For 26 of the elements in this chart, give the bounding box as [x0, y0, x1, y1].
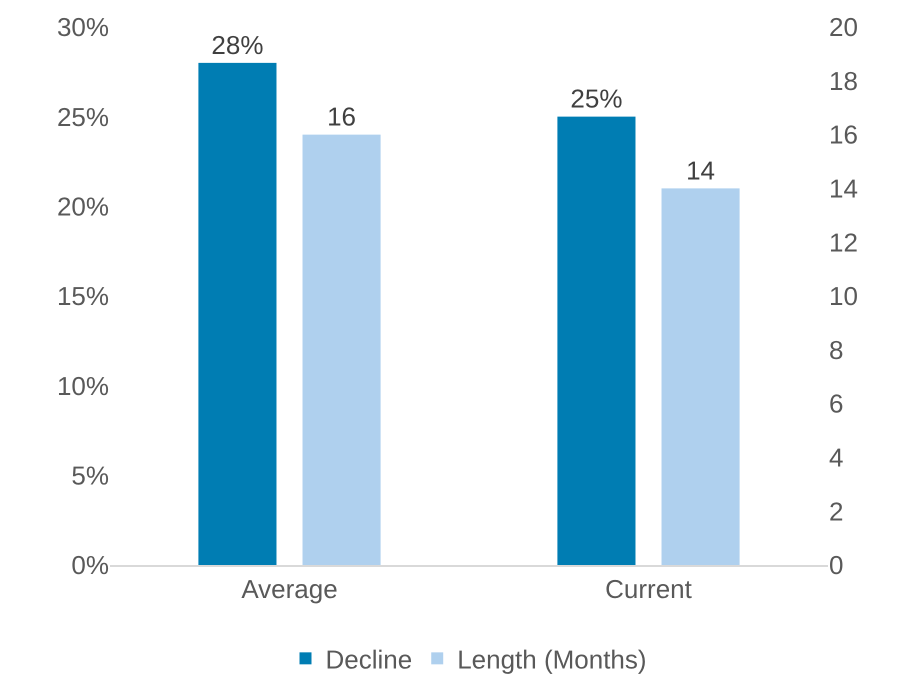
legend-label: Length (Months): [457, 644, 647, 674]
y-tick-label: 25%: [56, 102, 109, 132]
x-tick-label: Current: [605, 574, 693, 604]
data-label: 25%: [570, 84, 622, 114]
y-tick-label: 5%: [71, 460, 109, 490]
y-tick-label: 15%: [56, 281, 109, 312]
data-label: 14: [686, 155, 716, 186]
x-tick-label: Average: [241, 574, 338, 604]
y2-tick-label: 14: [829, 174, 858, 204]
y2-tick-label: 0: [829, 550, 844, 580]
y-tick-label: 30%: [56, 12, 109, 42]
y-tick-label: 10%: [56, 370, 109, 401]
legend-label: Decline: [326, 644, 412, 674]
y2-tick-label: 4: [829, 442, 844, 472]
y2-tick-label: 10: [829, 281, 858, 312]
y-tick-label: 20%: [56, 191, 109, 222]
y2-tick-label: 8: [829, 334, 844, 365]
y2-tick-label: 12: [829, 227, 858, 258]
y2-tick-label: 2: [829, 496, 844, 526]
y2-tick-label: 18: [829, 66, 858, 96]
y2-tick-label: 20: [829, 12, 858, 42]
data-label: 28%: [211, 30, 264, 60]
y2-tick-label: 16: [829, 120, 858, 150]
y-tick-label: 0%: [71, 550, 109, 580]
data-label: 16: [327, 102, 356, 132]
y2-tick-label: 6: [829, 388, 844, 419]
